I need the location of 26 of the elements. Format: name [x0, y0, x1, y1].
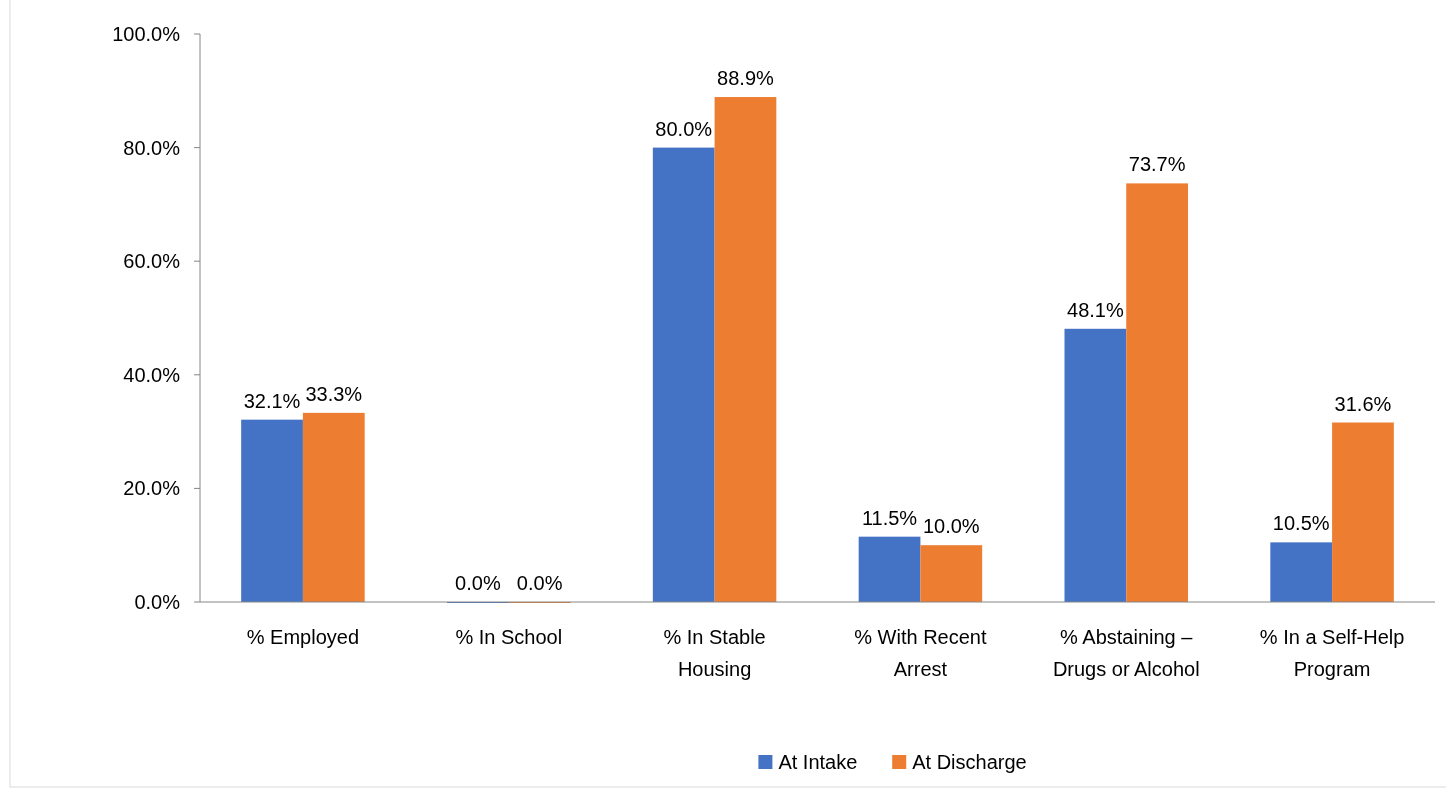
- y-tick-label: 40.0%: [123, 363, 181, 386]
- data-label: 10.0%: [922, 515, 980, 538]
- y-tick-label: 0.0%: [134, 591, 181, 613]
- y-tick-label: 20.0%: [123, 477, 181, 500]
- data-label: 48.1%: [1067, 298, 1124, 321]
- y-tick-label: 80.0%: [123, 136, 181, 159]
- data-label: 80.0%: [655, 117, 713, 140]
- data-label: 32.1%: [243, 389, 301, 412]
- y-tick-label: 100.0%: [112, 23, 181, 45]
- x-tick-label: % Abstaining – Drugs or Alcohol: [1052, 626, 1200, 680]
- data-label: 88.9%: [717, 67, 775, 90]
- data-label: 31.6%: [1334, 392, 1392, 415]
- data-label: 11.5%: [861, 506, 918, 529]
- x-tick-label: % In Stable Housing: [663, 626, 766, 680]
- data-label: 0.0%: [455, 572, 501, 594]
- legend-label: At Intake: [778, 751, 858, 773]
- y-tick-label: 60.0%: [123, 250, 181, 273]
- x-tick-label: % In School: [455, 626, 563, 648]
- legend-label: At Discharge: [912, 751, 1027, 773]
- x-tick-label: % Employed: [246, 626, 360, 648]
- x-tick-label: % With Recent Arrest: [854, 626, 987, 680]
- data-label: 10.5%: [1272, 512, 1330, 535]
- data-label: 73.7%: [1128, 153, 1186, 176]
- data-label: 0.0%: [516, 572, 563, 594]
- data-label: 33.3%: [305, 382, 363, 405]
- x-tick-label: % In a Self-Help Program: [1259, 626, 1405, 680]
